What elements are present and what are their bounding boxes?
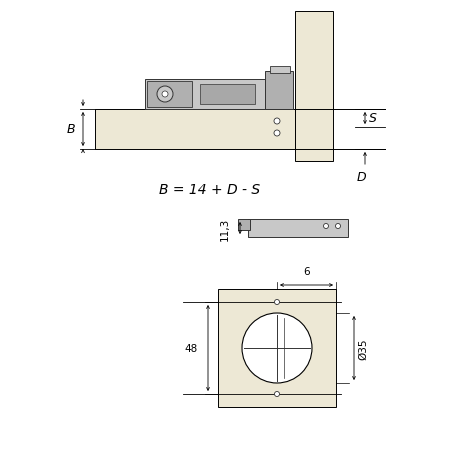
Circle shape — [274, 300, 279, 305]
Bar — [238, 220, 249, 230]
Bar — [95, 110, 295, 150]
Bar — [248, 220, 347, 238]
Bar — [295, 12, 332, 161]
Text: S: S — [368, 112, 376, 125]
Text: 6: 6 — [303, 267, 309, 276]
Text: D: D — [355, 170, 365, 184]
Bar — [199, 85, 254, 105]
Bar — [147, 82, 192, 108]
Circle shape — [335, 224, 340, 229]
Text: 11,3: 11,3 — [220, 217, 230, 240]
Circle shape — [323, 224, 328, 229]
Bar — [145, 80, 264, 110]
Circle shape — [273, 119, 279, 125]
Bar — [217, 290, 335, 407]
Circle shape — [241, 313, 311, 383]
Text: B = 14 + D - S: B = 14 + D - S — [159, 183, 260, 197]
Bar — [269, 67, 290, 74]
Circle shape — [274, 391, 279, 396]
Circle shape — [156, 87, 173, 103]
Text: Ø35: Ø35 — [357, 337, 367, 359]
Text: B: B — [67, 123, 75, 136]
Circle shape — [161, 92, 168, 98]
Text: 48: 48 — [184, 343, 198, 353]
Circle shape — [273, 131, 279, 137]
Bar — [264, 72, 292, 110]
